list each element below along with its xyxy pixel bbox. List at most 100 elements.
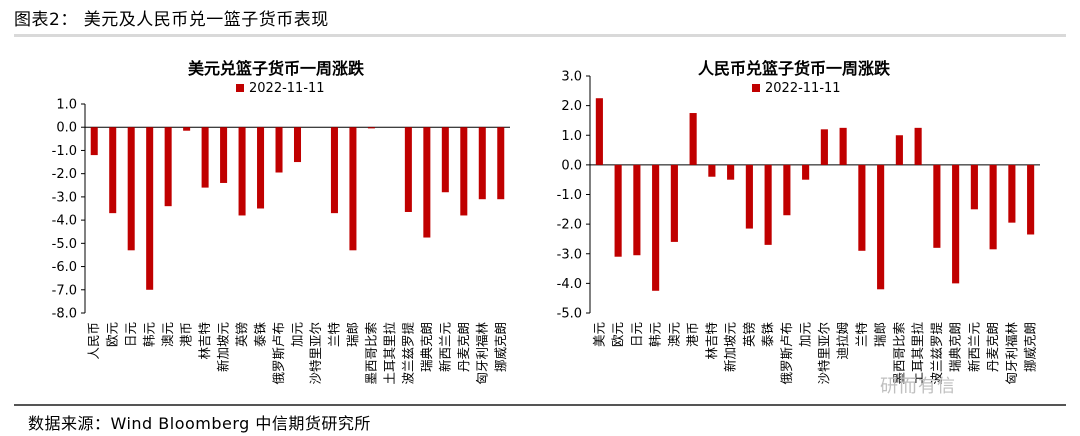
x-tick-label: 美元 xyxy=(591,322,606,347)
x-tick-label: 加元 xyxy=(798,322,813,347)
bar-人民币 xyxy=(90,127,98,156)
bar-新加坡元 xyxy=(220,127,228,183)
bar-美元 xyxy=(595,98,603,165)
bar-林吉特 xyxy=(708,164,716,177)
bar-新西兰元 xyxy=(970,164,978,210)
bar-墨西哥比索 xyxy=(895,135,903,165)
x-tick-label: 波兰兹罗提 xyxy=(400,322,415,385)
bar-新加坡元 xyxy=(727,164,735,180)
legend-swatch xyxy=(236,84,244,92)
y-tick-label: -4.0 xyxy=(52,214,77,229)
x-tick-label: 林吉特 xyxy=(704,322,719,360)
bar-加元 xyxy=(802,164,810,180)
x-tick-label: 瑞典克朗 xyxy=(948,322,963,372)
legend-label: 2022-11-11 xyxy=(765,81,841,96)
x-tick-label: 欧元 xyxy=(610,322,625,347)
y-tick-label: -1.0 xyxy=(557,188,582,203)
bar-林吉特 xyxy=(201,127,209,188)
data-source: 数据来源：Wind Bloomberg 中信期货研究所 xyxy=(28,414,371,433)
x-tick-label: 土耳其里拉 xyxy=(910,322,925,385)
x-tick-label: 挪威克朗 xyxy=(493,322,508,372)
y-tick-label: 1.0 xyxy=(561,129,582,144)
y-tick-label: -3.0 xyxy=(557,247,582,262)
x-tick-label: 瑞典克朗 xyxy=(419,322,434,372)
x-tick-label: 新西兰元 xyxy=(437,322,452,372)
chart-title: 人民币兑篮子货币一周涨跌 xyxy=(698,59,891,78)
x-tick-label: 瑞郎 xyxy=(345,322,360,347)
x-tick-label: 丹麦克朗 xyxy=(456,322,471,372)
bar-迪拉姆 xyxy=(839,127,847,165)
x-tick-label: 日元 xyxy=(629,322,644,347)
x-tick-label: 韩元 xyxy=(648,322,663,347)
x-tick-label: 丹麦克朗 xyxy=(985,322,1000,372)
x-tick-label: 港币 xyxy=(179,322,194,347)
y-tick-label: -5.0 xyxy=(557,307,582,322)
x-tick-label: 泰铢 xyxy=(253,322,268,348)
y-tick-label: -1.0 xyxy=(52,144,77,159)
x-tick-label: 兰特 xyxy=(326,322,341,347)
bar-匈牙利福林 xyxy=(1008,164,1016,223)
legend-swatch xyxy=(752,84,760,92)
bar-匈牙利福林 xyxy=(478,127,486,200)
x-tick-label: 瑞郎 xyxy=(873,322,888,347)
x-tick-label: 英镑 xyxy=(234,322,249,347)
cny-basket-chart: 人民币兑篮子货币一周涨跌 2022-11-11 3.0 2.0 1.0 0.0 -1.0 -2… xyxy=(557,59,1040,385)
y-tick-label: 0.0 xyxy=(56,121,77,136)
x-tick-label: 匈牙利福林 xyxy=(1004,322,1019,385)
bar-日元 xyxy=(127,127,135,251)
usd-basket-chart: 美元兑篮子货币一周涨跌 2022-11-11 1.0 0.0 -1.0 -2.0 -3.0 -… xyxy=(52,59,510,385)
y-tick-label: -4.0 xyxy=(557,277,582,292)
x-tick-label: 沙特里亚尔 xyxy=(308,322,323,385)
header-divider xyxy=(14,34,1066,37)
y-tick-label: -6.0 xyxy=(52,260,77,275)
bar-丹麦克朗 xyxy=(989,164,997,250)
x-tick-label: 欧元 xyxy=(105,322,120,347)
bar-加元 xyxy=(293,127,302,163)
bar-澳元 xyxy=(164,127,172,207)
bar-波兰兹罗提 xyxy=(933,164,941,248)
x-tick-label: 新加坡元 xyxy=(723,322,738,372)
bar-俄罗斯卢布 xyxy=(275,127,283,173)
x-tick-label: 墨西哥比索 xyxy=(363,322,378,385)
x-tick-label: 日元 xyxy=(123,322,138,347)
x-tick-label: 俄罗斯卢布 xyxy=(779,322,794,385)
bar-挪威克朗 xyxy=(1027,164,1035,235)
x-tick-label: 波兰兹罗提 xyxy=(929,322,944,385)
x-tick-label: 兰特 xyxy=(854,322,869,347)
bar-港币 xyxy=(183,127,191,131)
y-tick-label: -3.0 xyxy=(52,190,77,205)
bar-俄罗斯卢布 xyxy=(783,164,791,216)
bar-兰特 xyxy=(858,164,866,251)
bar-英镑 xyxy=(238,127,246,216)
x-tick-label: 澳元 xyxy=(160,322,175,347)
y-tick-label: -2.0 xyxy=(557,218,582,233)
bar-澳元 xyxy=(670,164,678,242)
bar-兰特 xyxy=(330,127,338,214)
bar-波兰兹罗提 xyxy=(404,127,412,212)
bar-韩元 xyxy=(146,127,154,290)
x-tick-label: 沙特里亚尔 xyxy=(816,322,831,385)
y-tick-label: -7.0 xyxy=(52,283,77,298)
bar-沙特里亚尔 xyxy=(820,129,828,165)
bar-泰铢 xyxy=(764,164,772,245)
x-tick-label: 港币 xyxy=(685,322,700,347)
bar-瑞郎 xyxy=(349,127,357,251)
y-tick-label: -5.0 xyxy=(52,237,77,252)
bar-泰铢 xyxy=(257,127,265,209)
bar-欧元 xyxy=(109,127,117,214)
bar-日元 xyxy=(633,164,641,256)
y-tick-label: 1.0 xyxy=(56,98,77,113)
bar-瑞郎 xyxy=(877,164,885,290)
y-tick-label: -2.0 xyxy=(52,167,77,182)
chart-title: 美元兑篮子货币一周涨跌 xyxy=(188,59,365,78)
x-tick-label: 英镑 xyxy=(741,322,756,347)
x-tick-label: 林吉特 xyxy=(197,322,212,360)
x-tick-label: 匈牙利福林 xyxy=(474,322,489,385)
x-tick-label: 土耳其里拉 xyxy=(382,322,397,385)
bar-丹麦克朗 xyxy=(460,127,468,216)
y-tick-label: 0.0 xyxy=(561,158,582,173)
bar-英镑 xyxy=(745,164,753,229)
bar-新西兰元 xyxy=(441,127,449,193)
y-tick-label: 3.0 xyxy=(561,70,582,85)
x-tick-label: 泰铢 xyxy=(760,322,775,348)
